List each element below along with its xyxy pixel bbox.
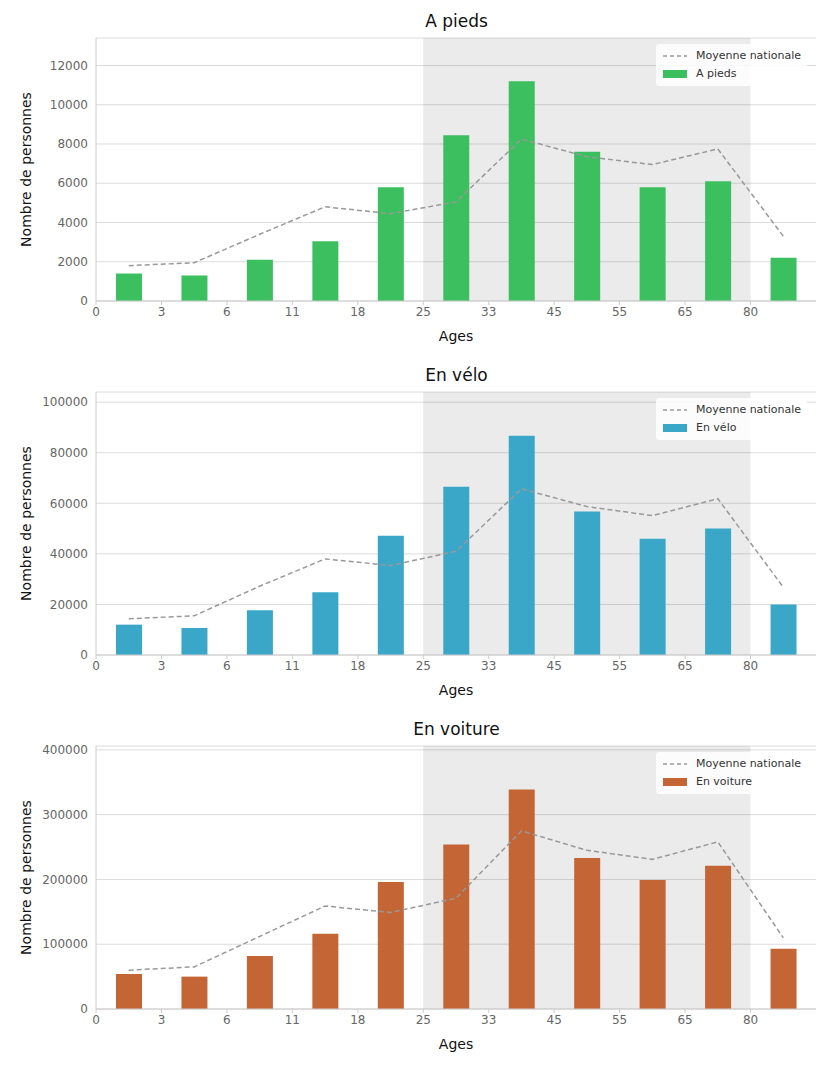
- svg-text:33: 33: [481, 659, 496, 673]
- svg-text:Ages: Ages: [439, 328, 473, 344]
- svg-text:4000: 4000: [57, 216, 88, 230]
- svg-text:11: 11: [285, 1013, 300, 1027]
- svg-text:33: 33: [481, 1013, 496, 1027]
- svg-text:6: 6: [223, 1013, 231, 1027]
- svg-text:55: 55: [612, 1013, 627, 1027]
- svg-text:25: 25: [416, 305, 431, 319]
- svg-text:45: 45: [547, 659, 562, 673]
- svg-text:6000: 6000: [57, 176, 88, 190]
- svg-text:100000: 100000: [42, 937, 88, 951]
- html-text:En vélo: En vélo: [695, 421, 737, 434]
- svg-text:6: 6: [223, 305, 231, 319]
- svg-text:25: 25: [416, 659, 431, 673]
- svg-text:3: 3: [158, 659, 166, 673]
- html-text:En voiture: En voiture: [695, 775, 752, 788]
- svg-text:0: 0: [92, 1013, 100, 1027]
- svg-text:18: 18: [350, 659, 365, 673]
- svg-text:55: 55: [612, 305, 627, 319]
- svg-text:8000: 8000: [57, 137, 88, 151]
- svg-text:0: 0: [92, 305, 100, 319]
- svg-text:55: 55: [612, 659, 627, 673]
- svg-text:Ages: Ages: [439, 1036, 473, 1052]
- svg-text:33: 33: [481, 305, 496, 319]
- svg-text:40000: 40000: [50, 547, 88, 561]
- svg-text:200000: 200000: [42, 873, 88, 887]
- html-text:A pieds: A pieds: [695, 67, 737, 80]
- svg-text:18: 18: [350, 305, 365, 319]
- svg-text:80: 80: [743, 1013, 758, 1027]
- svg-text:Ages: Ages: [439, 682, 473, 698]
- svg-text:25: 25: [416, 1013, 431, 1027]
- svg-text:11: 11: [285, 659, 300, 673]
- svg-text:400000: 400000: [42, 743, 88, 757]
- html-text:Moyenne nationale: Moyenne nationale: [695, 49, 801, 62]
- svg-text:80: 80: [743, 305, 758, 319]
- svg-text:80000: 80000: [50, 446, 88, 460]
- svg-text:65: 65: [677, 659, 692, 673]
- svg-text:45: 45: [547, 1013, 562, 1027]
- html-text:Moyenne nationale: Moyenne nationale: [695, 757, 801, 770]
- svg-text:0: 0: [80, 648, 88, 662]
- svg-text:Nombre de personnes: Nombre de personnes: [18, 92, 34, 247]
- html-text:A pieds: A pieds: [425, 11, 488, 31]
- svg-text:45: 45: [547, 305, 562, 319]
- svg-text:6: 6: [223, 659, 231, 673]
- svg-text:Nombre de personnes: Nombre de personnes: [18, 800, 34, 955]
- svg-text:0: 0: [80, 294, 88, 308]
- svg-text:12000: 12000: [50, 59, 88, 73]
- html-text:En voiture: En voiture: [413, 719, 500, 739]
- svg-text:Nombre de personnes: Nombre de personnes: [18, 446, 34, 601]
- svg-text:100000: 100000: [42, 395, 88, 409]
- html-text:Moyenne nationale: Moyenne nationale: [695, 403, 801, 416]
- svg-text:65: 65: [677, 1013, 692, 1027]
- html-text:En vélo: En vélo: [425, 365, 488, 385]
- svg-text:0: 0: [92, 659, 100, 673]
- svg-text:18: 18: [350, 1013, 365, 1027]
- svg-text:60000: 60000: [50, 497, 88, 511]
- svg-text:11: 11: [285, 305, 300, 319]
- svg-text:2000: 2000: [57, 255, 88, 269]
- svg-text:10000: 10000: [50, 98, 88, 112]
- svg-text:20000: 20000: [50, 598, 88, 612]
- svg-text:80: 80: [743, 659, 758, 673]
- svg-text:0: 0: [80, 1002, 88, 1016]
- svg-text:65: 65: [677, 305, 692, 319]
- svg-text:3: 3: [158, 1013, 166, 1027]
- svg-text:300000: 300000: [42, 808, 88, 822]
- svg-text:3: 3: [158, 305, 166, 319]
